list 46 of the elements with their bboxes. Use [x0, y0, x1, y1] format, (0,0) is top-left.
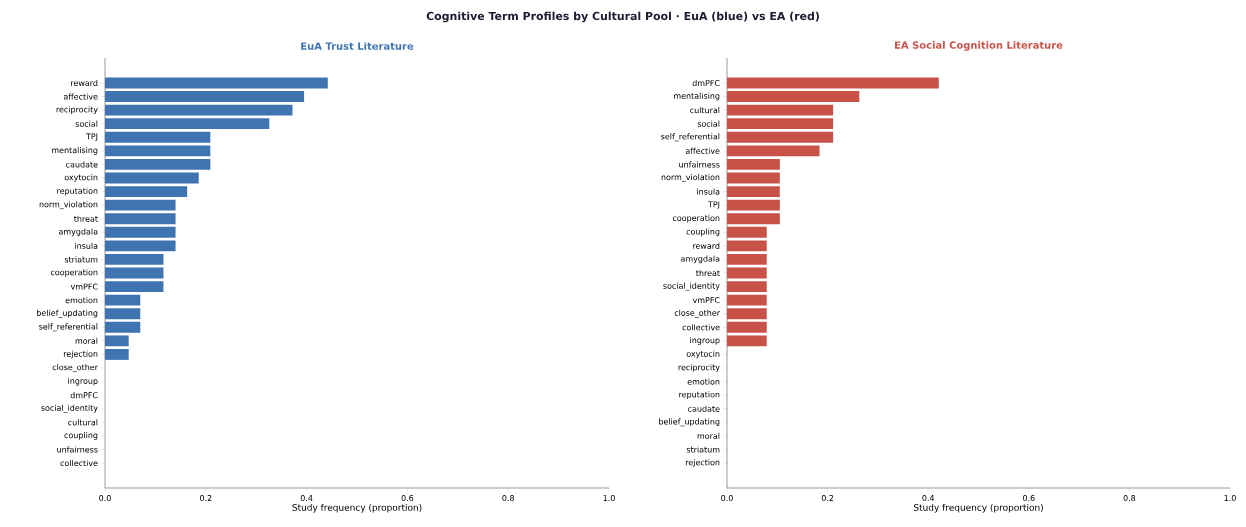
bar	[105, 213, 176, 225]
bar	[105, 267, 164, 279]
bar	[727, 131, 834, 143]
bar	[105, 294, 141, 306]
bar	[727, 226, 767, 238]
bar	[727, 321, 767, 333]
bar	[727, 267, 767, 279]
bar	[105, 77, 328, 89]
bar	[727, 145, 820, 157]
bar	[105, 186, 188, 197]
bar	[105, 321, 141, 333]
bar	[105, 199, 176, 211]
bar	[105, 131, 211, 143]
bar	[105, 172, 199, 184]
x-axis-title: Study frequency (proportion)	[292, 503, 422, 513]
bar	[727, 91, 860, 102]
x-axis-title: Study frequency (proportion)	[913, 503, 1043, 513]
bar	[105, 91, 305, 102]
bar	[727, 104, 834, 116]
bar	[105, 104, 293, 116]
bar	[727, 335, 767, 347]
bar	[727, 118, 834, 130]
bar	[727, 213, 780, 225]
bar	[727, 199, 780, 211]
bar	[105, 118, 270, 130]
bar	[727, 186, 780, 197]
bar	[727, 281, 767, 292]
bar	[727, 158, 780, 170]
bar	[727, 77, 939, 89]
bar	[727, 294, 767, 306]
bar	[105, 335, 129, 347]
chart-title: EuA Trust Literature	[301, 42, 414, 50]
bar	[105, 158, 211, 170]
text: Cognitive Term Profiles by Cultural Pool · EuA (blue) vs EA (red)	[426, 11, 819, 23]
bar	[105, 240, 176, 252]
bar	[105, 308, 141, 320]
bar	[727, 308, 767, 320]
bar	[727, 254, 767, 265]
bar	[105, 349, 129, 360]
bar	[727, 240, 767, 252]
bar	[105, 254, 164, 265]
bar	[105, 145, 211, 157]
bar	[727, 172, 780, 184]
bar	[105, 226, 176, 238]
bar	[105, 281, 164, 292]
chart-title: EA Social Cognition Literature	[895, 41, 1063, 51]
